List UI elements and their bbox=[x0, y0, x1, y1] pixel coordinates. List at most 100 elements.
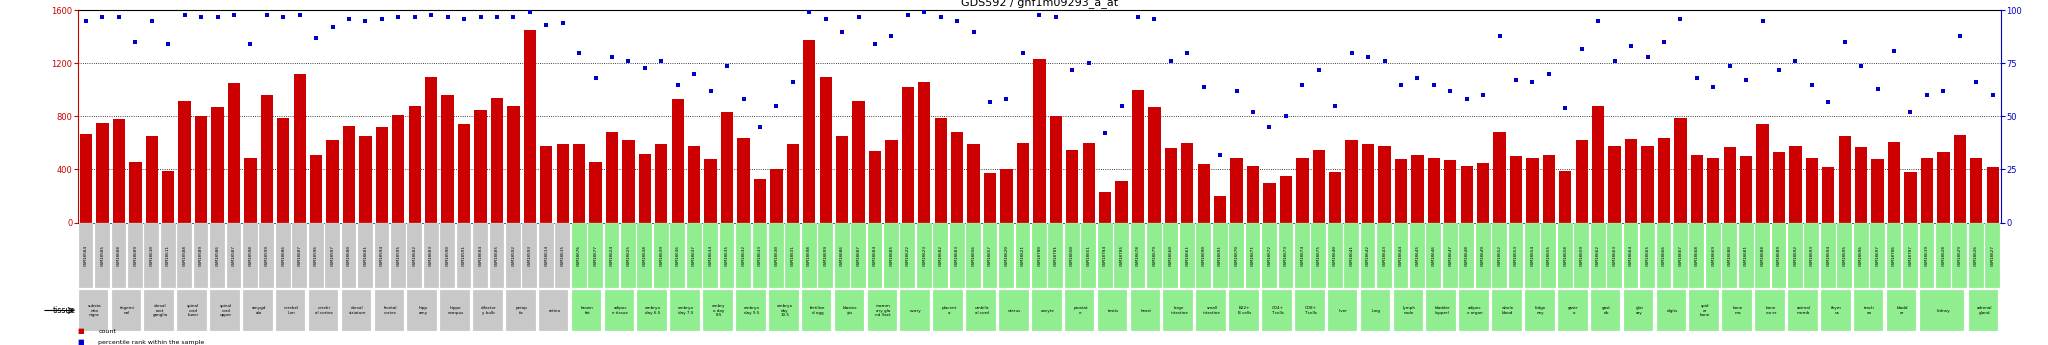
Text: GSM18643: GSM18643 bbox=[1382, 245, 1386, 266]
Point bbox=[399, 14, 432, 19]
Text: GSM18691: GSM18691 bbox=[1219, 245, 1223, 266]
Text: GSM18705: GSM18705 bbox=[1120, 245, 1124, 266]
Bar bbox=[211, 107, 223, 223]
Point bbox=[1483, 33, 1516, 39]
Bar bbox=[1378, 146, 1391, 223]
Text: dorsal
striatum: dorsal striatum bbox=[348, 306, 367, 315]
Point bbox=[662, 82, 694, 87]
Bar bbox=[1393, 290, 1423, 331]
Bar bbox=[571, 223, 586, 288]
Bar bbox=[1477, 163, 1489, 223]
Point bbox=[184, 14, 217, 19]
Text: trach
ea: trach ea bbox=[1864, 306, 1874, 315]
Bar bbox=[342, 290, 371, 331]
Bar bbox=[276, 223, 291, 288]
Bar bbox=[326, 223, 340, 288]
Text: GSM18602: GSM18602 bbox=[414, 245, 418, 266]
Text: GSM18687: GSM18687 bbox=[856, 245, 860, 266]
Text: GSM18666: GSM18666 bbox=[1661, 245, 1665, 266]
Bar bbox=[1657, 138, 1669, 223]
Text: GSM18626: GSM18626 bbox=[1974, 245, 1978, 266]
Bar bbox=[111, 223, 127, 288]
Bar bbox=[195, 117, 207, 223]
Bar bbox=[1526, 223, 1540, 288]
Point bbox=[858, 41, 891, 47]
Bar bbox=[604, 290, 635, 331]
Text: substa
ntia
nigra: substa ntia nigra bbox=[88, 304, 100, 317]
Bar bbox=[293, 74, 305, 223]
Text: GSM18686: GSM18686 bbox=[840, 245, 844, 266]
Bar bbox=[524, 30, 537, 223]
Text: lung: lung bbox=[1372, 308, 1380, 313]
Point bbox=[891, 12, 924, 17]
Text: amygd
ala: amygd ala bbox=[252, 306, 266, 315]
Bar bbox=[1427, 158, 1440, 223]
Bar bbox=[1559, 171, 1571, 223]
Text: GSM18589: GSM18589 bbox=[199, 245, 203, 266]
Text: embryo
day 7.5: embryo day 7.5 bbox=[678, 306, 694, 315]
Text: count: count bbox=[98, 329, 117, 334]
Point bbox=[645, 59, 678, 64]
Bar bbox=[1855, 147, 1868, 223]
Text: mamm
ary gla
nd (lact: mamm ary gla nd (lact bbox=[874, 304, 891, 317]
Bar bbox=[276, 290, 305, 331]
Bar bbox=[1542, 223, 1556, 288]
Text: GSM18682: GSM18682 bbox=[938, 245, 942, 266]
Bar bbox=[1526, 290, 1554, 331]
Bar bbox=[768, 223, 784, 288]
Bar bbox=[1229, 290, 1260, 331]
Bar bbox=[590, 161, 602, 223]
Bar bbox=[1049, 223, 1063, 288]
Bar bbox=[489, 223, 504, 288]
Point bbox=[498, 14, 530, 19]
Text: olfactor
y bulb: olfactor y bulb bbox=[481, 306, 496, 315]
Bar bbox=[457, 223, 471, 288]
Text: GSM18674: GSM18674 bbox=[1300, 245, 1305, 266]
Bar bbox=[1114, 223, 1128, 288]
Point bbox=[711, 63, 743, 68]
Text: GSM18647: GSM18647 bbox=[1448, 245, 1452, 266]
Point bbox=[1731, 78, 1763, 83]
Bar bbox=[1542, 155, 1554, 223]
Bar bbox=[1559, 290, 1587, 331]
Text: GSM18656: GSM18656 bbox=[971, 245, 975, 266]
Bar bbox=[852, 223, 866, 288]
Point bbox=[1878, 48, 1911, 53]
Point bbox=[1335, 50, 1368, 56]
Text: GSM18637: GSM18637 bbox=[692, 245, 696, 266]
Text: GSM18625: GSM18625 bbox=[627, 245, 631, 266]
Bar bbox=[1987, 167, 1999, 223]
Text: GSM18599: GSM18599 bbox=[264, 245, 268, 266]
Bar bbox=[1821, 290, 1851, 331]
Point bbox=[940, 18, 973, 24]
Point bbox=[135, 18, 168, 24]
Bar bbox=[1888, 142, 1901, 223]
Bar bbox=[1247, 166, 1260, 223]
Bar bbox=[557, 144, 569, 223]
Bar bbox=[1065, 290, 1094, 331]
Bar bbox=[934, 290, 963, 331]
Bar bbox=[227, 83, 240, 223]
Bar bbox=[950, 132, 963, 223]
Point bbox=[1829, 39, 1862, 45]
Text: GSM18689: GSM18689 bbox=[1778, 245, 1782, 266]
Bar bbox=[391, 115, 406, 223]
Text: GSM18585: GSM18585 bbox=[100, 245, 104, 266]
Point bbox=[629, 65, 662, 70]
Point bbox=[924, 14, 956, 19]
Point bbox=[315, 24, 348, 30]
Bar bbox=[1313, 150, 1325, 223]
Point bbox=[596, 54, 629, 60]
Bar bbox=[1591, 290, 1620, 331]
Text: GSM18667: GSM18667 bbox=[1679, 245, 1681, 266]
Text: GSM18634: GSM18634 bbox=[709, 245, 713, 266]
Bar bbox=[342, 223, 356, 288]
Text: GSM18605: GSM18605 bbox=[496, 245, 500, 266]
Bar bbox=[1872, 159, 1884, 223]
Bar bbox=[410, 106, 422, 223]
Bar bbox=[1509, 156, 1522, 223]
Point bbox=[694, 88, 727, 94]
Bar bbox=[719, 223, 735, 288]
Bar bbox=[309, 290, 338, 331]
Bar bbox=[571, 290, 602, 331]
